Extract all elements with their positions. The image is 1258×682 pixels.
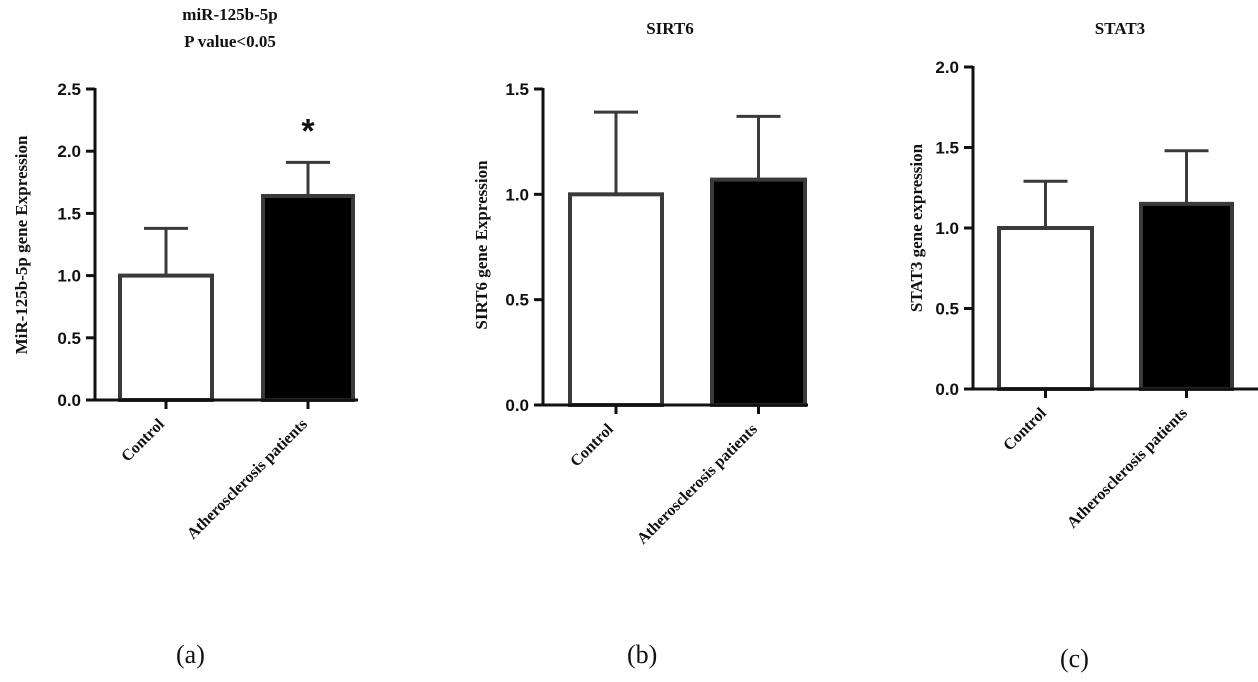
y-tick-label: 0.0: [57, 391, 81, 410]
bar: [261, 193, 355, 402]
x-tick-label: Atherosclerosis patients: [1064, 405, 1191, 532]
y-axis-label: SIRT6 gene Expression: [472, 160, 491, 330]
caption-b: (b): [627, 640, 658, 669]
bar: [568, 192, 664, 407]
y-tick-label: 2.0: [935, 58, 959, 77]
caption-a: (a): [176, 640, 205, 669]
y-tick-label: 0.0: [505, 396, 529, 415]
y-tick-label: 0.5: [935, 300, 959, 319]
significance-marker: *: [301, 112, 315, 150]
y-tick-label: 0.5: [57, 329, 81, 348]
y-tick-label: 1.0: [935, 219, 959, 238]
y-tick-label: 1.5: [57, 204, 81, 223]
y-axis-label: STAT3 gene expression: [907, 143, 926, 312]
y-tick-label: 1.0: [57, 267, 81, 286]
y-tick-label: 1.5: [935, 139, 959, 158]
y-tick-label: 2.5: [57, 80, 81, 99]
bar: [118, 273, 214, 403]
bar: [1139, 201, 1234, 391]
y-tick-label: 0.5: [505, 291, 529, 310]
y-tick-label: 2.0: [57, 142, 81, 161]
chart-title-line: STAT3: [1095, 19, 1145, 38]
y-axis-label: MiR-125b-5p gene Expression: [12, 135, 31, 354]
bar: [710, 177, 807, 407]
chart-title-line: miR-125b-5p: [182, 5, 277, 24]
caption-c: (c): [1060, 644, 1089, 673]
y-tick-label: 0.0: [935, 380, 959, 399]
x-tick-label: Control: [1000, 404, 1050, 454]
y-tick-label: 1.0: [505, 185, 529, 204]
bar: [997, 226, 1094, 391]
chart-title-line: SIRT6: [646, 19, 694, 38]
chart-title-line: P value<0.05: [184, 32, 276, 51]
y-tick-label: 1.5: [505, 80, 529, 99]
